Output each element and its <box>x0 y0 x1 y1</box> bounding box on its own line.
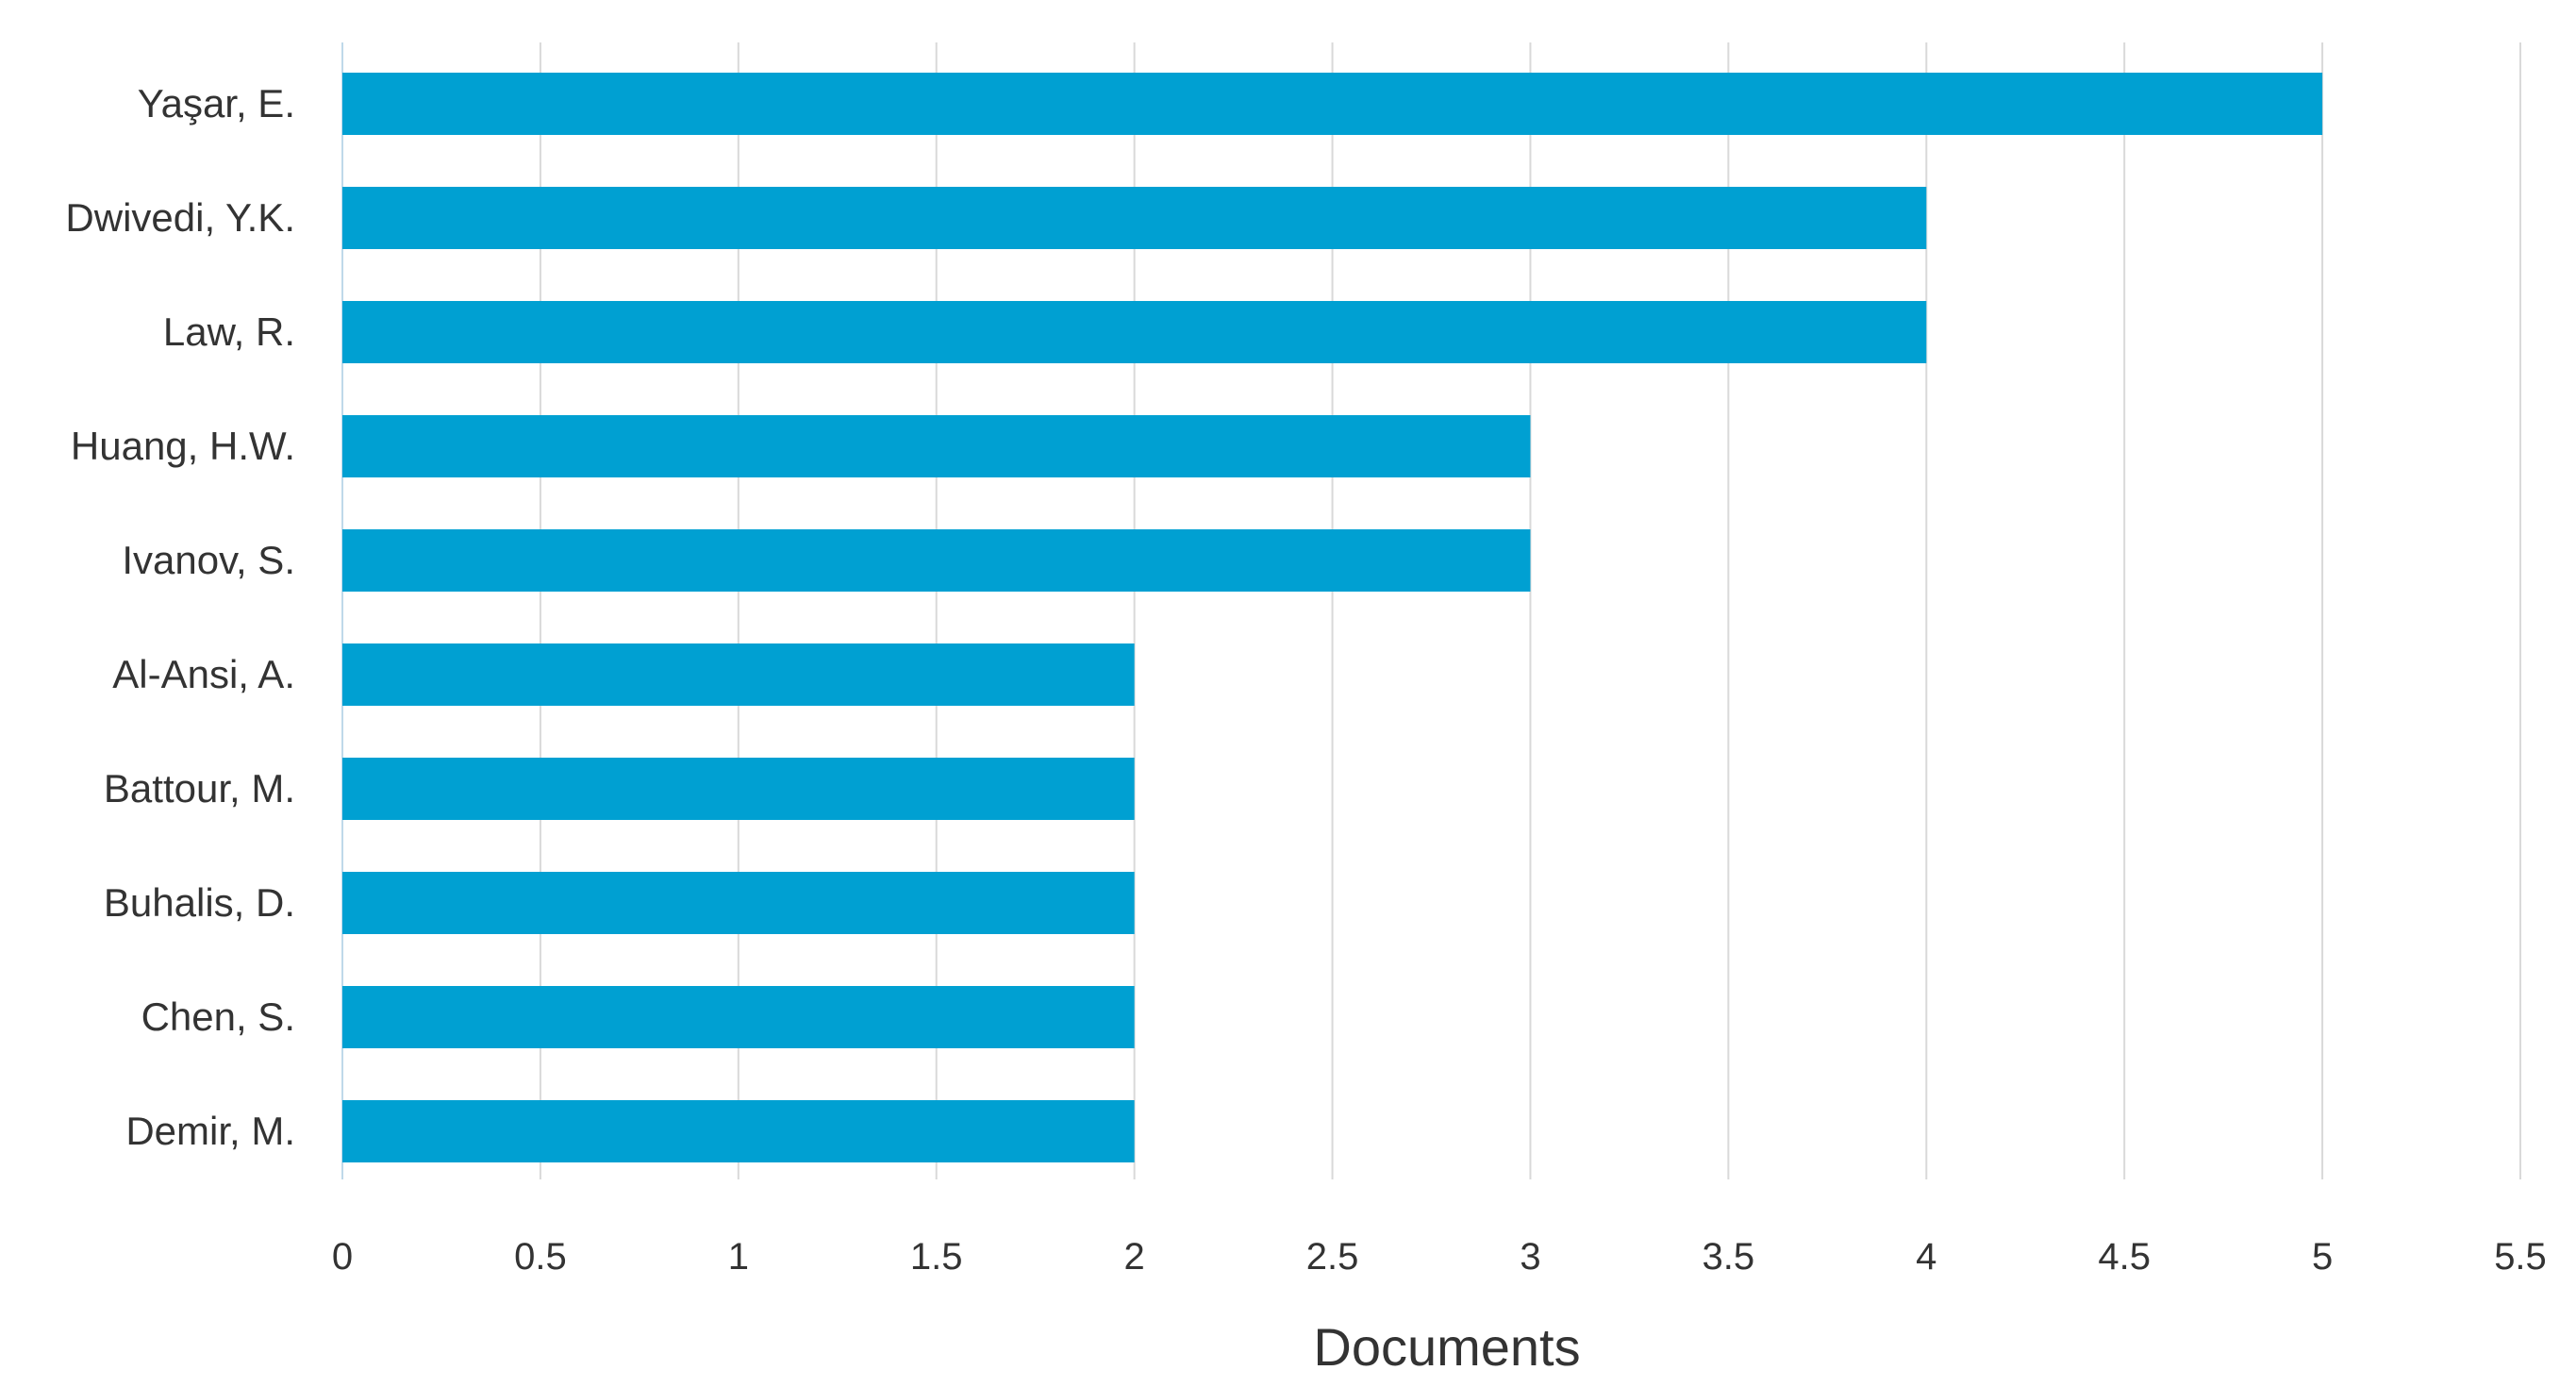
x-tick-label: 3 <box>1520 1236 1540 1278</box>
x-tick-label: 0 <box>332 1236 353 1278</box>
category-label: Ivanov, S. <box>122 538 295 582</box>
x-tick-label: 2.5 <box>1306 1236 1359 1278</box>
x-tick-label: 4.5 <box>2098 1236 2151 1278</box>
category-label: Huang, H.W. <box>71 424 295 468</box>
category-label: Yaşar, E. <box>138 81 295 125</box>
category-labels: Yaşar, E. Dwivedi, Y.K. Law, R. Huang, H.W.… <box>65 81 295 1153</box>
bar <box>342 1100 1135 1162</box>
bar <box>342 415 1531 477</box>
category-label: Demir, M. <box>125 1109 295 1153</box>
category-label: Battour, M. <box>104 766 295 810</box>
bar <box>342 643 1135 706</box>
bars <box>342 73 2323 1162</box>
category-label: Chen, S. <box>141 994 295 1039</box>
x-tick-label: 5 <box>2312 1236 2333 1278</box>
bar <box>342 872 1135 934</box>
x-tick-label: 3.5 <box>1703 1236 1755 1278</box>
bar <box>342 986 1135 1048</box>
bar <box>342 73 2323 135</box>
x-axis-title: Documents <box>1313 1317 1580 1377</box>
x-tick-labels: 0 0.5 1 1.5 2 2.5 3 3.5 4 4.5 5 5.5 <box>332 1236 2547 1278</box>
bar <box>342 301 1927 363</box>
bar <box>342 758 1135 820</box>
x-tick-label: 1.5 <box>910 1236 963 1278</box>
category-label: Al-Ansi, A. <box>112 652 295 696</box>
x-tick-label: 1 <box>728 1236 749 1278</box>
category-label: Buhalis, D. <box>104 880 295 925</box>
bar <box>342 529 1531 592</box>
category-label: Law, R. <box>163 309 295 354</box>
x-tick-label: 4 <box>1916 1236 1936 1278</box>
x-tick-label: 0.5 <box>514 1236 567 1278</box>
x-tick-label: 2 <box>1124 1236 1145 1278</box>
bar <box>342 187 1927 249</box>
category-label: Dwivedi, Y.K. <box>65 195 295 240</box>
x-tick-label: 5.5 <box>2494 1236 2547 1278</box>
